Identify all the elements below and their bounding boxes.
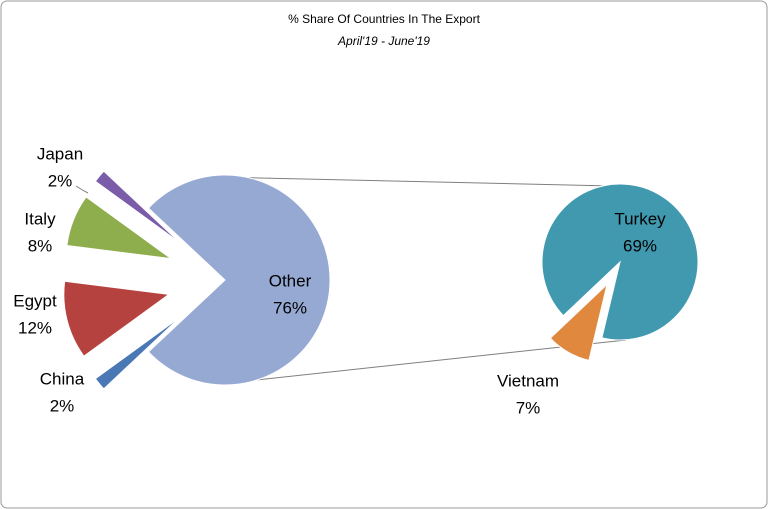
slice-value-label: 2% [48, 171, 73, 190]
pie-slice [94, 170, 181, 244]
pie-slice [541, 183, 699, 341]
leader-line [75, 185, 89, 194]
slice-value-label: 8% [28, 236, 53, 255]
pie-slice [63, 280, 171, 357]
slice-value-label: 12% [18, 318, 52, 337]
slice-value-label: 69% [623, 236, 657, 255]
pie-slice [549, 282, 608, 361]
slice-label: Egypt [13, 291, 57, 310]
slice-value-label: 2% [50, 396, 75, 415]
slice-value-label: 76% [273, 298, 307, 317]
slice-label: China [40, 369, 85, 388]
connector-line [217, 176, 613, 187]
pie-slice [66, 196, 172, 260]
chart-subtitle: April'19 - June'19 [337, 34, 430, 48]
slice-label: Japan [37, 144, 83, 163]
pie-slice [147, 174, 331, 386]
slice-label: Turkey [614, 209, 666, 228]
slice-value-label: 7% [516, 398, 541, 417]
chart-title: % Share Of Countries In The Export [288, 12, 481, 26]
slice-label: Vietnam [497, 371, 559, 390]
pie-slice [94, 316, 181, 390]
slice-label: Italy [24, 209, 56, 228]
slice-label: Other [269, 271, 312, 290]
